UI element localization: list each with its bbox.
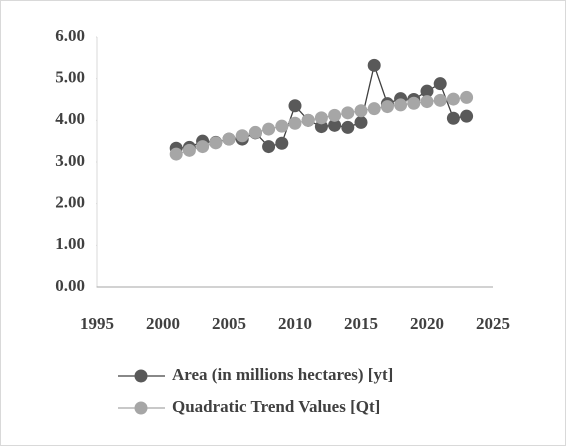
point: [460, 90, 474, 104]
point: [354, 104, 368, 118]
point: [420, 84, 434, 98]
x-tick-label: 2010: [278, 314, 312, 333]
point: [433, 77, 447, 91]
point: [222, 132, 236, 146]
y-tick-label: 0.00: [55, 276, 85, 295]
x-tick-label: 1995: [80, 314, 114, 333]
y-tick-label: 2.00: [55, 193, 85, 212]
point: [446, 92, 460, 106]
point: [262, 140, 276, 154]
legend-marker: [134, 401, 148, 415]
point: [446, 111, 460, 125]
point: [275, 136, 289, 150]
x-tick-label: 2020: [410, 314, 444, 333]
point: [380, 100, 394, 114]
point: [328, 108, 342, 122]
point: [314, 111, 328, 125]
legend-marker: [134, 369, 148, 383]
point: [328, 118, 342, 132]
point: [341, 120, 355, 134]
point: [433, 93, 447, 107]
y-tick-label: 5.00: [55, 68, 85, 87]
x-tick-label: 2005: [212, 314, 246, 333]
point: [169, 147, 183, 161]
point: [288, 99, 302, 113]
point: [209, 136, 223, 150]
x-tick-label: 2015: [344, 314, 378, 333]
point: [354, 115, 368, 129]
y-tick-label: 4.00: [55, 109, 85, 128]
point: [367, 58, 381, 72]
point: [248, 125, 262, 139]
point: [262, 122, 276, 136]
point: [196, 140, 210, 154]
y-tick-label: 3.00: [55, 151, 85, 170]
y-tick-label: 6.00: [55, 26, 85, 45]
point: [235, 129, 249, 143]
point: [275, 119, 289, 133]
legend-label: Area (in millions hectares) [yt]: [172, 365, 393, 384]
point: [460, 109, 474, 123]
point: [407, 96, 421, 110]
point: [367, 102, 381, 116]
point: [288, 116, 302, 130]
x-tick-label: 2025: [476, 314, 510, 333]
x-tick-label: 2000: [146, 314, 180, 333]
legend-label: Quadratic Trend Values [Qt]: [172, 397, 380, 416]
point: [394, 98, 408, 112]
point: [420, 95, 434, 109]
point: [301, 113, 315, 127]
point: [182, 143, 196, 157]
point: [341, 106, 355, 120]
y-tick-label: 1.00: [55, 234, 85, 253]
